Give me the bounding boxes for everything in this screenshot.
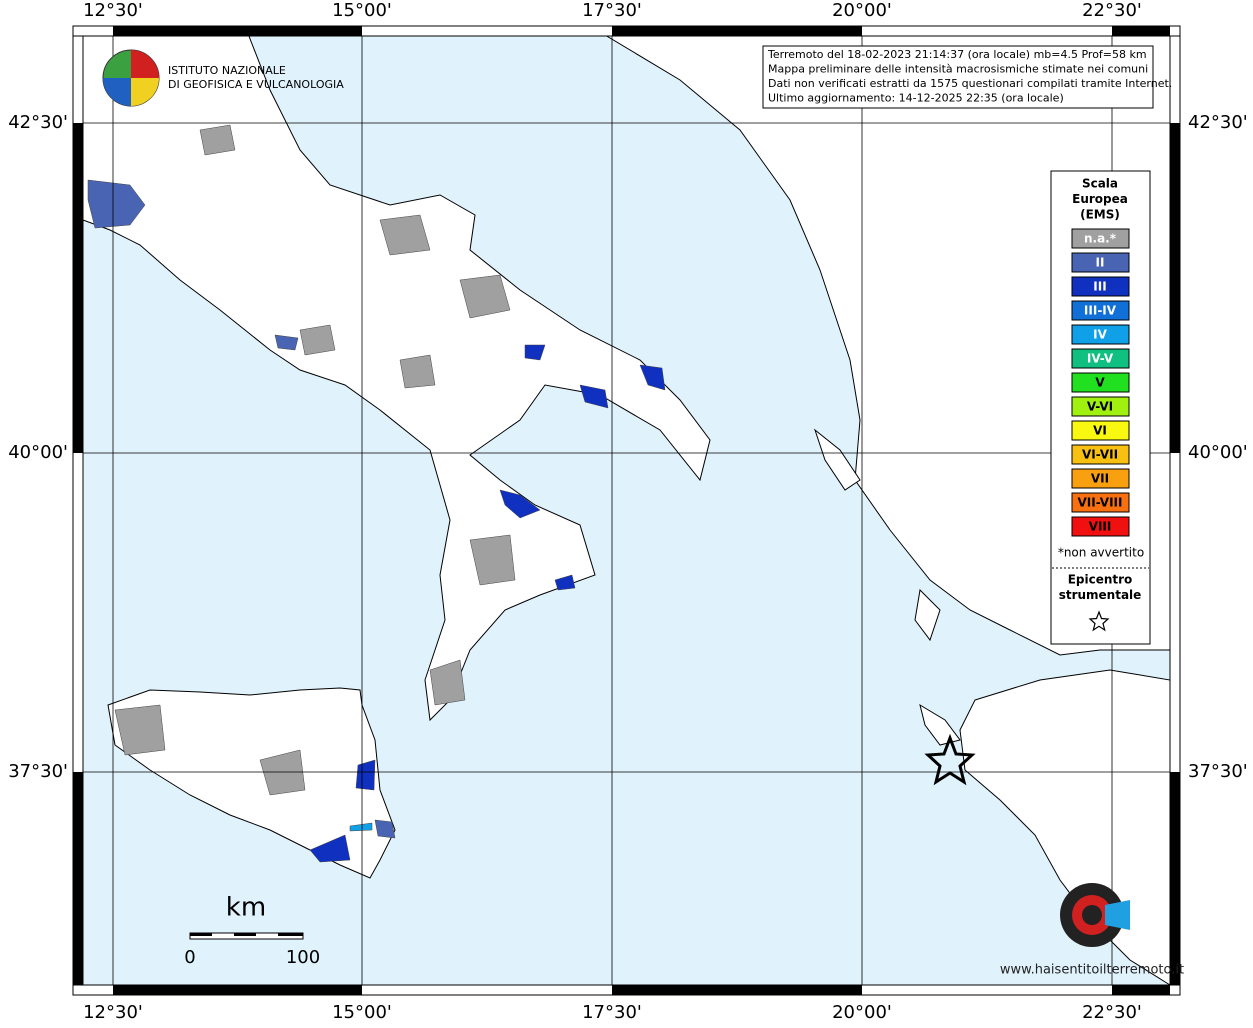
area-iii xyxy=(579,384,609,409)
scale-label: 100 xyxy=(286,947,320,968)
legend-swatch xyxy=(1071,444,1130,465)
legend-epicenter: strumentale xyxy=(1059,588,1142,602)
scale-bar: km 0 100 xyxy=(184,893,320,969)
x-tick-label: 15°00' xyxy=(332,1002,392,1023)
legend-label: V-VI xyxy=(1087,400,1113,414)
epicenter-star xyxy=(924,733,976,786)
legend-swatch xyxy=(1071,276,1130,297)
y-tick-label: 42°30' xyxy=(8,112,68,133)
area-na xyxy=(469,534,516,586)
site-logo-text: www.haisentitoilterremoto.it xyxy=(1000,963,1184,978)
legend-title: Europea xyxy=(1072,192,1128,206)
tick-labels: 12°30' 12°30' 15°00' 15°00' 17°30' 17°30' 20°0… xyxy=(8,0,1248,1023)
legend-label: II xyxy=(1096,256,1105,270)
scale-unit: km xyxy=(226,893,266,923)
logo-text: DI GEOFISICA E VULCANOLOGIA xyxy=(168,78,344,91)
italy xyxy=(82,25,711,722)
legend-note: *non avvertito xyxy=(1058,546,1144,560)
legend-label: V xyxy=(1095,376,1105,390)
x-tick-label: 22°30' xyxy=(1082,1002,1142,1023)
legend-swatch xyxy=(1071,300,1130,321)
info-text: Terremoto del 18-02-2023 21:14:37 (ora l… xyxy=(767,48,1172,105)
area-iv xyxy=(349,822,373,832)
legend-swatch xyxy=(1071,468,1130,489)
x-tick-label: 15°00' xyxy=(332,0,392,21)
info-box xyxy=(762,45,1154,109)
island xyxy=(813,428,861,491)
legend-label: VI xyxy=(1093,424,1107,438)
x-tick-label: 17°30' xyxy=(582,0,642,21)
area-na xyxy=(199,124,236,156)
info-line: Mappa preliminare delle intensità macros… xyxy=(768,63,1148,76)
legend-swatch xyxy=(1071,228,1130,249)
y-tick-label: 37°30' xyxy=(1188,761,1248,782)
municipalities xyxy=(87,124,666,863)
area-iii xyxy=(639,364,666,391)
x-tick-label: 12°30' xyxy=(83,1002,143,1023)
legend-epicenter: Epicentro xyxy=(1068,573,1133,587)
legend-swatch xyxy=(1071,420,1130,441)
legend-star xyxy=(1088,610,1110,632)
legend-swatch xyxy=(1071,252,1130,273)
legend-label: VI-VII xyxy=(1082,448,1118,462)
area-iii xyxy=(524,344,546,361)
info-line: Terremoto del 18-02-2023 21:14:37 (ora l… xyxy=(767,48,1147,61)
legend-label: IV-V xyxy=(1087,352,1114,366)
legend: ScalaEuropea(EMS)n.a.*IIIIIIII-IVIVIV-VV… xyxy=(1052,177,1149,632)
legend-swatch xyxy=(1071,492,1130,513)
x-tick-label: 20°00' xyxy=(832,0,892,21)
y-tick-label: 42°30' xyxy=(1188,112,1248,133)
legend-title: (EMS) xyxy=(1080,208,1120,222)
legend-label: n.a.* xyxy=(1084,232,1117,246)
legend-swatch xyxy=(1071,372,1130,393)
balkans xyxy=(588,25,1171,656)
area-na xyxy=(379,214,431,256)
frame xyxy=(72,25,1181,996)
area-na xyxy=(429,659,466,706)
scale-label: 0 xyxy=(184,947,195,968)
legend-label: IV xyxy=(1093,328,1107,342)
area-iii xyxy=(499,489,541,519)
area-iii xyxy=(309,834,351,863)
island xyxy=(914,588,941,642)
area-na xyxy=(399,354,436,389)
info-line: Dati non verificati estratti da 1575 que… xyxy=(768,77,1172,90)
area-ii xyxy=(274,334,299,351)
area-iii xyxy=(355,759,376,791)
area-na xyxy=(259,749,306,796)
x-tick-label: 22°30' xyxy=(1082,0,1142,21)
legend-label: III xyxy=(1093,280,1106,294)
ingv-logo: ISTITUTO NAZIONALE DI GEOFISICA E VULCAN… xyxy=(102,49,344,107)
y-tick-label: 40°00' xyxy=(8,442,68,463)
y-tick-label: 40°00' xyxy=(1188,442,1248,463)
legend-swatch xyxy=(1071,348,1130,369)
area-ii xyxy=(374,819,396,839)
x-tick-label: 20°00' xyxy=(832,1002,892,1023)
area-na xyxy=(114,704,166,756)
legend-label: VII xyxy=(1091,472,1109,486)
logo-text: ISTITUTO NAZIONALE xyxy=(168,64,286,77)
area-ii xyxy=(87,179,146,229)
legend-swatch xyxy=(1071,396,1130,417)
x-tick-label: 17°30' xyxy=(582,1002,642,1023)
legend-label: VIII xyxy=(1089,520,1112,534)
site-logo: www.haisentitoilterremoto.it xyxy=(1000,883,1184,978)
y-tick-label: 37°30' xyxy=(8,761,68,782)
area-iii xyxy=(554,574,576,591)
legend-label: VII-VIII xyxy=(1077,496,1122,510)
legend-swatch xyxy=(1071,516,1130,537)
area-na xyxy=(299,324,336,356)
sicily xyxy=(107,687,396,879)
legend-label: III-IV xyxy=(1084,304,1117,318)
legend-title: Scala xyxy=(1082,177,1118,191)
legend-swatch xyxy=(1071,324,1130,345)
area-na xyxy=(459,274,511,319)
info-line: Ultimo aggiornamento: 14-12-2025 22:35 (… xyxy=(768,92,1064,105)
x-tick-label: 12°30' xyxy=(83,0,143,21)
